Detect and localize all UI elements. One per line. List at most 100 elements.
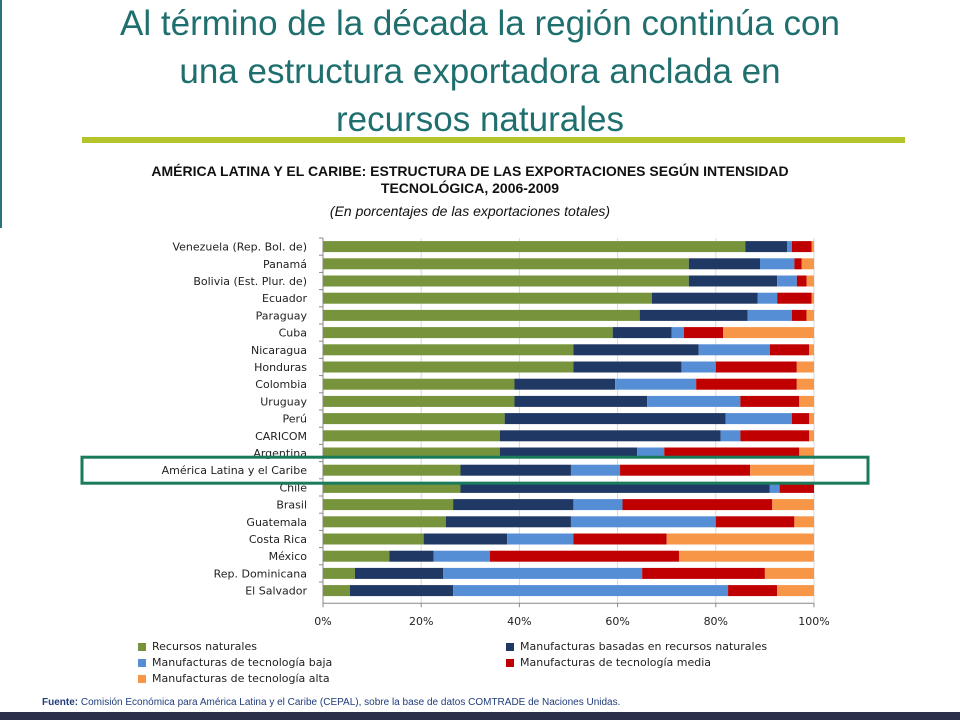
- title-underline-bar: [82, 137, 905, 143]
- bar-segment: [642, 567, 765, 579]
- bar-segment: [786, 241, 792, 253]
- category-label: Bolivia (Est. Plur. de): [193, 275, 307, 288]
- bar-segment: [750, 464, 814, 476]
- bar-segment: [728, 585, 778, 597]
- bar-segment: [769, 481, 780, 493]
- bar-segment: [639, 309, 748, 321]
- bar-segment: [323, 309, 640, 321]
- bar-segment: [791, 309, 807, 321]
- category-label: Brasil: [276, 499, 307, 512]
- bar-segment: [323, 430, 500, 442]
- x-tick-label: 60%: [605, 615, 629, 628]
- bar-segment: [809, 413, 814, 425]
- bar-segment: [323, 585, 351, 597]
- bar-segment: [764, 567, 814, 579]
- slide-title-line-2: una estructura exportadora anclada en: [179, 52, 781, 91]
- bar-segment: [514, 378, 616, 390]
- bar-segment: [777, 275, 797, 287]
- category-label: Venezuela (Rep. Bol. de): [172, 241, 307, 254]
- bar-segment: [664, 447, 800, 459]
- bar-segment: [747, 309, 792, 321]
- bar-segment: [323, 464, 461, 476]
- category-label: Paraguay: [256, 309, 308, 322]
- bar-segment: [460, 464, 571, 476]
- bar-segment: [323, 241, 746, 253]
- left-accent-rule: [0, 0, 2, 228]
- bar-segment: [350, 585, 454, 597]
- bar-segment: [323, 361, 574, 373]
- bar-segment: [745, 241, 787, 253]
- category-label: El Salvador: [245, 585, 307, 598]
- category-label: CARICOM: [255, 430, 307, 443]
- x-tick-label: 100%: [798, 615, 829, 628]
- bar-segment: [573, 533, 667, 545]
- bar-segment: [573, 361, 682, 373]
- bar-segment: [323, 292, 652, 304]
- category-label: Costa Rica: [249, 533, 307, 546]
- bar-segment: [666, 533, 814, 545]
- bar-segment: [504, 413, 726, 425]
- bar-segment: [443, 567, 643, 579]
- source-note: Fuente: Comisión Económica para América …: [42, 697, 620, 708]
- bar-segment: [445, 516, 571, 528]
- bar-segment: [323, 413, 505, 425]
- bar-segment: [715, 516, 795, 528]
- category-label: Rep. Dominicana: [214, 567, 307, 580]
- category-label: México: [269, 550, 308, 563]
- bar-segment: [499, 447, 638, 459]
- bar-segment: [698, 344, 770, 356]
- bar-segment: [759, 258, 795, 270]
- bar-segment: [806, 275, 814, 287]
- bar-segment: [796, 361, 814, 373]
- bar-segment: [683, 327, 724, 339]
- bar-segment: [740, 395, 800, 407]
- bar-segment: [791, 241, 812, 253]
- bar-segment: [354, 567, 444, 579]
- bar-segment: [323, 378, 515, 390]
- bar-segment: [323, 275, 689, 287]
- bar-segment: [647, 395, 741, 407]
- bar-segment: [514, 395, 648, 407]
- slide-title-line-1: Al término de la década la región contin…: [120, 4, 840, 43]
- bar-segment: [323, 447, 500, 459]
- bar-segment: [757, 292, 778, 304]
- bar-segment: [725, 413, 792, 425]
- bar-segment: [696, 378, 797, 390]
- bar-segment: [681, 361, 716, 373]
- bar-segment: [811, 241, 814, 253]
- bar-segment: [688, 275, 778, 287]
- slide-title: Al término de la década la región contin…: [20, 0, 940, 144]
- bar-segment: [433, 550, 490, 562]
- bar-segment: [615, 378, 697, 390]
- bar-segment: [796, 275, 807, 287]
- bar-segment: [720, 430, 741, 442]
- bar-segment: [688, 258, 760, 270]
- bar-segment: [323, 533, 424, 545]
- bar-segment: [423, 533, 508, 545]
- category-label: Honduras: [254, 361, 307, 374]
- bar-segment: [723, 327, 814, 339]
- bar-segment: [323, 327, 613, 339]
- bar-segment: [796, 378, 814, 390]
- bar-segment: [809, 430, 814, 442]
- bar-segment: [620, 464, 751, 476]
- bar-segment: [323, 395, 515, 407]
- bar-segment: [811, 292, 814, 304]
- bar-segment: [323, 516, 446, 528]
- category-label: Uruguay: [260, 395, 307, 408]
- bar-segment: [799, 395, 814, 407]
- bar-segment: [570, 464, 621, 476]
- chart-subtitle: (En porcentajes de las exportaciones tot…: [329, 203, 611, 219]
- bar-segment: [671, 327, 684, 339]
- bar-segment: [791, 413, 810, 425]
- x-tick-label: 20%: [409, 615, 433, 628]
- bar-segment: [323, 550, 390, 562]
- chart-title-line-2: TECNOLÓGICA, 2006-2009: [380, 180, 560, 196]
- bar-segment: [779, 481, 814, 493]
- bar-segment: [573, 499, 623, 511]
- chart-title: AMÉRICA LATINA Y EL CARIBE: ESTRUCTURA D…: [40, 163, 900, 197]
- bottom-bar: [0, 712, 960, 720]
- bar-segment: [637, 447, 665, 459]
- highlight-box: [80, 455, 870, 485]
- category-label: Perú: [282, 413, 307, 426]
